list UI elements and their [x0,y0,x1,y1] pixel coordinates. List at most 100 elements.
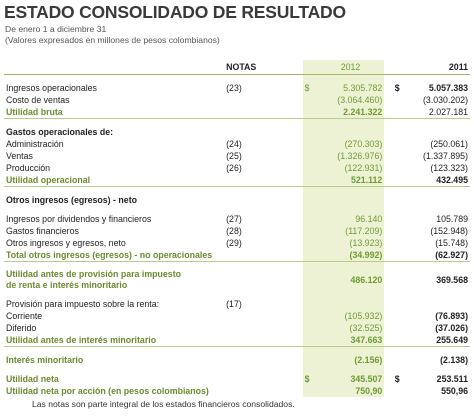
empty-cell [384,213,392,225]
value-2012: (2.156) [316,354,385,366]
empty-cell [214,334,303,347]
empty-cell [393,150,407,162]
empty-cell [384,298,392,310]
row-label: Utilidad bruta [4,106,215,119]
row-label: Utilidad neta por acción (en pesos colom… [6,385,209,396]
empty-cell [214,94,302,106]
empty-cell [393,298,407,310]
empty-cell [392,334,407,347]
value-2011: 5.057.383 [428,82,468,93]
value-2012: (34.992) [316,249,385,262]
empty-cell [302,94,317,106]
currency: $ [302,82,317,94]
empty-cell [384,162,392,174]
empty-cell [302,237,317,249]
empty-cell [214,174,303,187]
statement-row: Utilidad bruta 2.241.322 2.027.181 [4,106,470,119]
title: ESTADO CONSOLIDADO DE RESULTADO [4,2,346,22]
empty-cell [384,249,393,262]
empty-cell [393,138,407,150]
statement-row: Costo de ventas (3.064.460) (3.030.202) [4,94,470,106]
statement-row: Utilidad antes de provisión para impuest… [4,269,470,291]
spacer [4,186,470,194]
note-ref: (28) [226,225,242,236]
empty-cell [384,269,392,291]
empty-cell [407,298,470,310]
row-label: Gastos operacionales de: [6,126,114,137]
statement-table: NOTAS 2012 2011 Ingresos operacionales (2… [4,60,470,397]
empty-cell [214,354,302,366]
statement-row: Ventas (25) (1.326.976) (1.337.895) [4,150,470,162]
empty-cell [384,385,392,397]
col-header: 2012 [316,60,385,75]
statement-row: Gastos financieros (28) (117.209) (152.948) [4,225,470,237]
value-2012: (32.525) [316,322,385,334]
row-label: Ingresos operacionales [6,82,97,93]
currency: $ [394,373,400,384]
empty-cell [384,106,393,119]
empty-cell [302,106,317,119]
empty-cell [384,237,392,249]
row-label: Total otros ingresos (egresos) - no oper… [4,249,215,262]
spacer [4,118,470,126]
empty-cell [214,249,303,262]
empty-cell [302,322,317,334]
empty-cell [384,126,392,138]
value-2012: (3.064.460) [316,94,385,106]
empty-cell [302,334,317,347]
note-ref: (25) [226,150,242,161]
value-2012: (105.932) [316,310,385,322]
row-label: Utilidad neta [6,373,59,384]
value-2012: (117.209) [316,225,385,237]
statement-row: Diferido (32.525) (37.026) [4,322,470,334]
empty-cell [214,322,302,334]
value-2011: 369.568 [436,274,468,285]
empty-cell [393,162,407,174]
empty-cell [393,225,407,237]
value-2012: 5.305.782 [316,82,385,94]
value-2012: 750,90 [316,385,385,397]
empty-cell [302,213,317,225]
empty-cell [384,354,392,366]
value-2011: (2.138) [440,354,468,365]
statement-row: Interés minoritario (2.156) (2.138) [4,354,470,366]
empty-cell [407,126,470,138]
empty-cell [302,138,317,150]
value-2011: (37.026) [435,322,468,333]
value-2012: 347.663 [316,334,385,347]
empty-cell [384,194,392,206]
note-ref: (27) [226,213,242,224]
empty-cell [302,162,317,174]
statement-row: Utilidad antes de interés minoritario 347… [4,334,470,347]
units-note: (Valores expresados en millones de pesos… [5,35,220,45]
empty-cell [393,94,407,106]
value-2012: 345.507 [316,373,385,385]
value-2012: 2.241.322 [316,106,385,119]
row-label: Gastos financieros [6,225,79,236]
spacer [4,261,470,269]
empty-cell [384,373,392,385]
note-ref: (29) [226,237,242,248]
value-2011: (62.927) [406,249,470,262]
note-ref: (23) [226,82,242,93]
empty-cell [393,322,407,334]
empty-cell [302,249,317,262]
statement-row: Total otros ingresos (egresos) - no oper… [4,249,470,262]
empty-cell [384,138,392,150]
value-2011: (152.948) [430,225,468,236]
empty-cell [214,269,302,291]
row-label: Utilidad antes de interés minoritario [4,334,215,347]
statement-row: Provisión para impuesto sobre la renta: (… [4,298,470,310]
value-2011: 432.495 [406,174,470,187]
empty-cell [316,126,385,138]
value-2011: (76.893) [435,310,468,321]
row-label: Utilidad antes de provisión para impuest… [6,269,181,290]
value-2011: (123.323) [430,162,468,173]
empty-cell [384,310,392,322]
value-2012: 96.140 [316,213,385,225]
empty-cell [393,126,407,138]
empty-cell [384,174,393,187]
col-header: NOTAS [214,60,303,75]
spacer [4,206,470,213]
